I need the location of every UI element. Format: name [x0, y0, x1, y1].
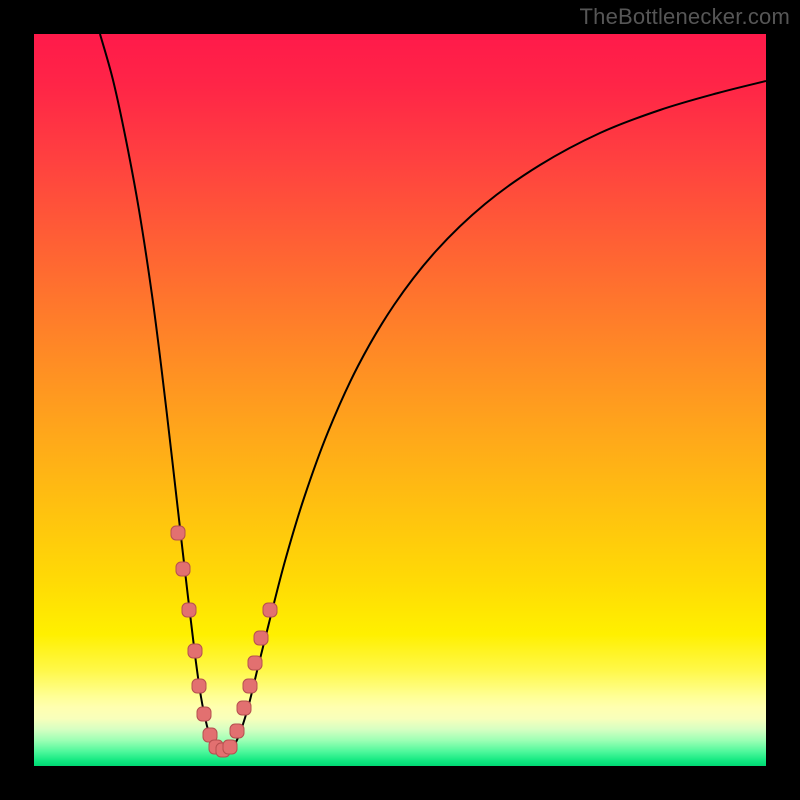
data-marker — [171, 526, 185, 540]
data-marker — [176, 562, 190, 576]
data-marker — [192, 679, 206, 693]
data-marker — [197, 707, 211, 721]
data-marker — [243, 679, 257, 693]
data-marker — [230, 724, 244, 738]
plot-background — [34, 34, 766, 766]
data-marker — [188, 644, 202, 658]
data-marker — [237, 701, 251, 715]
data-marker — [263, 603, 277, 617]
data-marker — [182, 603, 196, 617]
data-marker — [254, 631, 268, 645]
chart-container: TheBottlenecker.com — [0, 0, 800, 800]
chart-svg — [0, 0, 800, 800]
data-marker — [248, 656, 262, 670]
data-marker — [223, 740, 237, 754]
watermark-text: TheBottlenecker.com — [580, 4, 790, 30]
